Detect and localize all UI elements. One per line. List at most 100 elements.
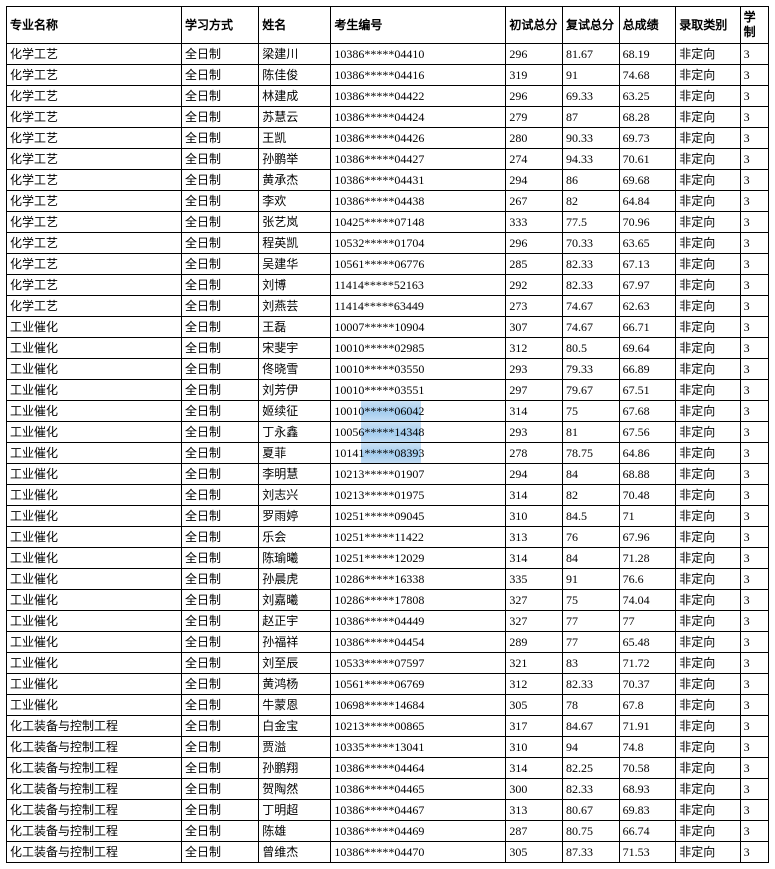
- table-row: 工业催化全日制赵正宇10386*****044493277777非定向3: [7, 611, 769, 632]
- table-row: 化工装备与控制工程全日制丁明超10386*****0446731380.6769…: [7, 800, 769, 821]
- cell-major: 化学工艺: [7, 107, 182, 128]
- cell-dur: 3: [740, 590, 768, 611]
- cell-mode: 全日制: [182, 338, 259, 359]
- col-header-major: 专业名称: [7, 7, 182, 44]
- cell-s2: 77: [563, 632, 620, 653]
- cell-s2: 84.67: [563, 716, 620, 737]
- cell-s1: 287: [506, 821, 563, 842]
- cell-cat: 非定向: [676, 842, 740, 863]
- cell-s1: 296: [506, 86, 563, 107]
- cell-id: 10010*****02985: [331, 338, 506, 359]
- cell-id: 10561*****06769: [331, 674, 506, 695]
- cell-mode: 全日制: [182, 527, 259, 548]
- cell-s2: 70.33: [563, 233, 620, 254]
- cell-id: 10335*****13041: [331, 737, 506, 758]
- col-header-cat: 录取类别: [676, 7, 740, 44]
- cell-major: 化学工艺: [7, 128, 182, 149]
- table-row: 工业催化全日制陈瑜曦10251*****120293148471.28非定向3: [7, 548, 769, 569]
- cell-s1: 285: [506, 254, 563, 275]
- cell-name: 陈瑜曦: [259, 548, 331, 569]
- cell-total: 66.71: [619, 317, 676, 338]
- cell-mode: 全日制: [182, 107, 259, 128]
- cell-s1: 321: [506, 653, 563, 674]
- cell-cat: 非定向: [676, 338, 740, 359]
- cell-s2: 80.5: [563, 338, 620, 359]
- cell-s2: 84: [563, 548, 620, 569]
- cell-cat: 非定向: [676, 275, 740, 296]
- cell-s1: 310: [506, 506, 563, 527]
- cell-total: 71.72: [619, 653, 676, 674]
- table-row: 工业催化全日制李明慧10213*****019072948468.88非定向3: [7, 464, 769, 485]
- table-row: 化工装备与控制工程全日制陈雄10386*****0446928780.7566.…: [7, 821, 769, 842]
- cell-s1: 313: [506, 527, 563, 548]
- cell-total: 66.89: [619, 359, 676, 380]
- cell-name: 刘博: [259, 275, 331, 296]
- cell-dur: 3: [740, 401, 768, 422]
- cell-major: 化工装备与控制工程: [7, 779, 182, 800]
- cell-cat: 非定向: [676, 485, 740, 506]
- cell-total: 67.51: [619, 380, 676, 401]
- cell-s2: 75: [563, 590, 620, 611]
- cell-s2: 82.33: [563, 254, 620, 275]
- cell-total: 67.68: [619, 401, 676, 422]
- cell-dur: 3: [740, 359, 768, 380]
- cell-s1: 317: [506, 716, 563, 737]
- cell-id: 11414*****63449: [331, 296, 506, 317]
- cell-mode: 全日制: [182, 44, 259, 65]
- cell-s1: 297: [506, 380, 563, 401]
- cell-id: 10386*****04422: [331, 86, 506, 107]
- cell-major: 工业催化: [7, 674, 182, 695]
- cell-mode: 全日制: [182, 191, 259, 212]
- cell-mode: 全日制: [182, 548, 259, 569]
- cell-total: 64.84: [619, 191, 676, 212]
- cell-s2: 91: [563, 65, 620, 86]
- cell-s1: 314: [506, 485, 563, 506]
- cell-s2: 81.67: [563, 44, 620, 65]
- cell-dur: 3: [740, 758, 768, 779]
- cell-id: 10561*****06776: [331, 254, 506, 275]
- cell-s1: 327: [506, 590, 563, 611]
- cell-s1: 292: [506, 275, 563, 296]
- table-row: 工业催化全日制刘嘉曦10286*****178083277574.04非定向3: [7, 590, 769, 611]
- cell-dur: 3: [740, 821, 768, 842]
- table-row: 工业催化全日制佟晓雪10010*****0355029379.3366.89非定…: [7, 359, 769, 380]
- table-row: 化学工艺全日制黄承杰10386*****044312948669.68非定向3: [7, 170, 769, 191]
- cell-major: 工业催化: [7, 548, 182, 569]
- cell-mode: 全日制: [182, 212, 259, 233]
- table-row: 化学工艺全日制吴建华10561*****0677628582.3367.13非定…: [7, 254, 769, 275]
- cell-cat: 非定向: [676, 44, 740, 65]
- cell-cat: 非定向: [676, 758, 740, 779]
- cell-cat: 非定向: [676, 107, 740, 128]
- cell-mode: 全日制: [182, 86, 259, 107]
- cell-s1: 314: [506, 758, 563, 779]
- table-row: 化学工艺全日制苏慧云10386*****044242798768.28非定向3: [7, 107, 769, 128]
- cell-s2: 83: [563, 653, 620, 674]
- table-row: 化学工艺全日制林建成10386*****0442229669.3363.25非定…: [7, 86, 769, 107]
- cell-major: 化学工艺: [7, 296, 182, 317]
- cell-major: 工业催化: [7, 317, 182, 338]
- cell-mode: 全日制: [182, 506, 259, 527]
- cell-mode: 全日制: [182, 233, 259, 254]
- cell-name: 苏慧云: [259, 107, 331, 128]
- cell-s1: 293: [506, 359, 563, 380]
- cell-cat: 非定向: [676, 506, 740, 527]
- cell-name: 贺陶然: [259, 779, 331, 800]
- cell-s1: 333: [506, 212, 563, 233]
- cell-s2: 79.67: [563, 380, 620, 401]
- cell-mode: 全日制: [182, 317, 259, 338]
- cell-name: 白金宝: [259, 716, 331, 737]
- cell-id: 10386*****04464: [331, 758, 506, 779]
- cell-major: 化学工艺: [7, 149, 182, 170]
- cell-dur: 3: [740, 44, 768, 65]
- cell-major: 工业催化: [7, 506, 182, 527]
- cell-cat: 非定向: [676, 779, 740, 800]
- cell-s2: 82: [563, 485, 620, 506]
- cell-s2: 90.33: [563, 128, 620, 149]
- table-row: 化学工艺全日制孙鹏举10386*****0442727494.3370.61非定…: [7, 149, 769, 170]
- cell-s1: 294: [506, 170, 563, 191]
- cell-s1: 280: [506, 128, 563, 149]
- cell-mode: 全日制: [182, 695, 259, 716]
- cell-total: 68.93: [619, 779, 676, 800]
- cell-id: 10141*****08393: [331, 443, 506, 464]
- cell-s2: 75: [563, 401, 620, 422]
